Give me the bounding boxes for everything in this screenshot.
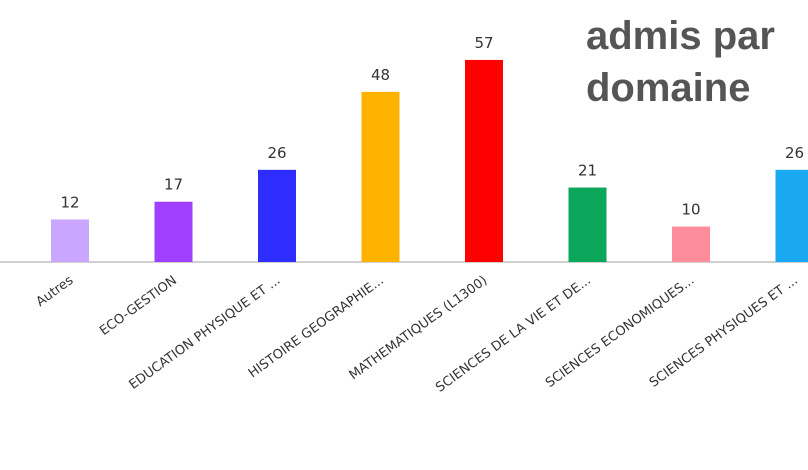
data-label: 26 (785, 144, 804, 162)
bar[interactable] (362, 92, 400, 262)
data-label: 10 (681, 201, 700, 219)
bar[interactable] (569, 188, 607, 262)
data-label: 21 (578, 162, 597, 180)
data-label: 57 (474, 34, 493, 52)
data-label: 12 (60, 193, 79, 211)
bar[interactable] (258, 170, 296, 262)
x-tick-label: ECO-GESTION (97, 273, 180, 339)
bar[interactable] (155, 202, 193, 262)
bar[interactable] (672, 227, 710, 262)
x-tick-label: Autres (34, 273, 77, 310)
bar[interactable] (465, 60, 503, 262)
data-label: 48 (371, 66, 390, 84)
chart-title: admis par domaine (586, 10, 808, 114)
bar[interactable] (776, 170, 808, 262)
data-label: 26 (267, 144, 286, 162)
bar[interactable] (51, 219, 89, 262)
data-label: 17 (164, 176, 183, 194)
